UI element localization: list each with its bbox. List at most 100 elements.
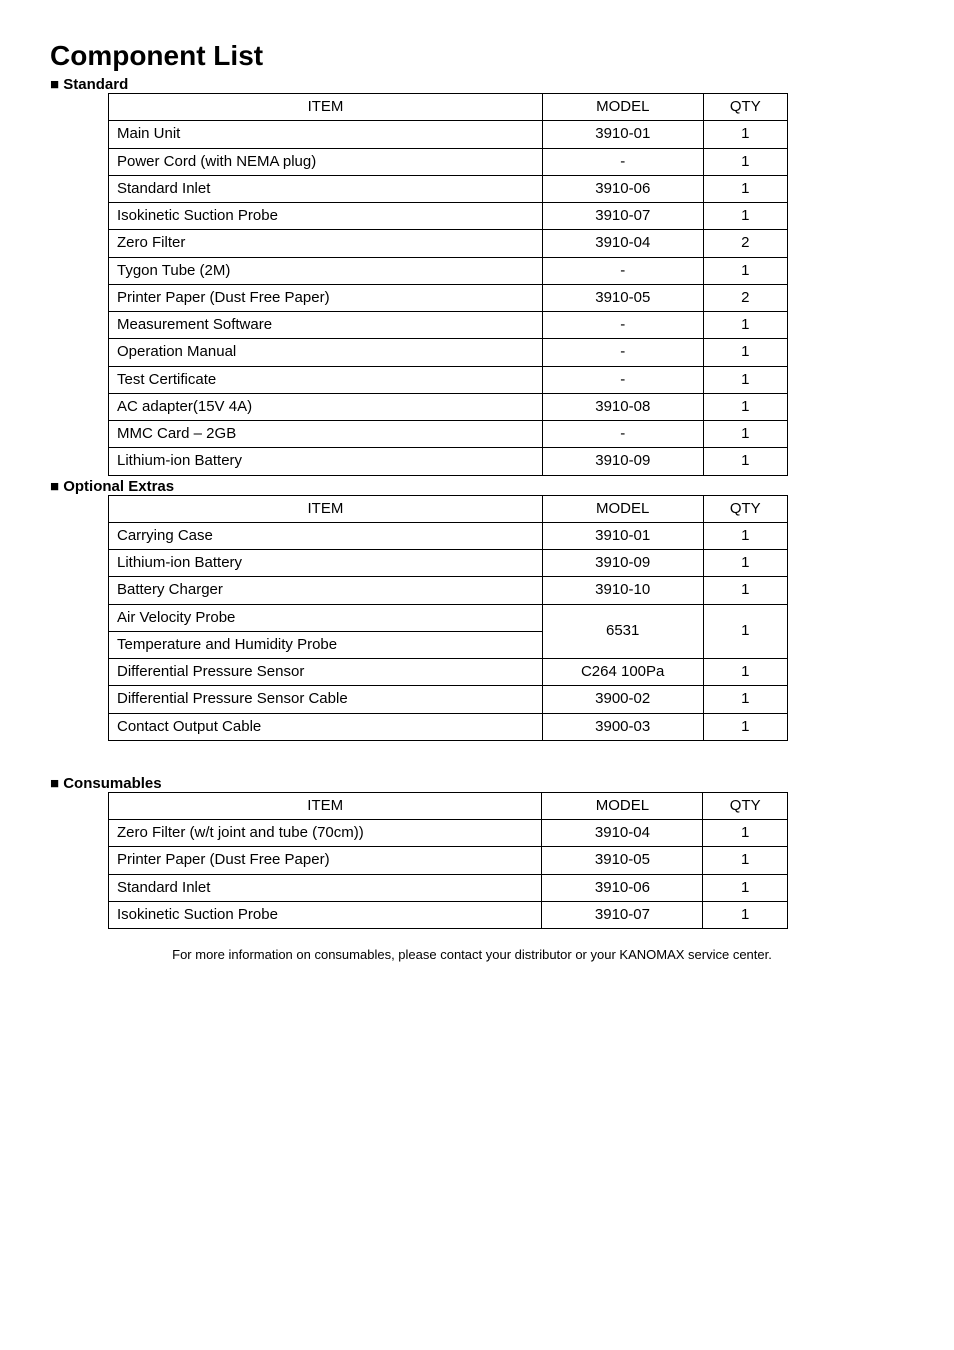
col-qty: QTY xyxy=(703,94,787,121)
table-header-row: ITEM MODEL QTY xyxy=(109,792,788,819)
col-qty: QTY xyxy=(703,495,787,522)
table-row: Lithium-ion Battery3910-091 xyxy=(109,550,788,577)
table-row: Operation Manual-1 xyxy=(109,339,788,366)
cell-model: - xyxy=(542,366,703,393)
table-row: Isokinetic Suction Probe3910-071 xyxy=(109,901,788,928)
cell-item: Measurement Software xyxy=(109,312,543,339)
cell-item: Carrying Case xyxy=(109,522,543,549)
table-row: Power Cord (with NEMA plug)-1 xyxy=(109,148,788,175)
table-row: Printer Paper (Dust Free Paper)3910-052 xyxy=(109,284,788,311)
cell-qty: 1 xyxy=(703,820,788,847)
cell-qty: 1 xyxy=(703,257,787,284)
cell-item: Temperature and Humidity Probe xyxy=(109,631,543,658)
table-row: Zero Filter (w/t joint and tube (70cm))3… xyxy=(109,820,788,847)
cell-model: 3910-08 xyxy=(542,393,703,420)
cell-item: Lithium-ion Battery xyxy=(109,448,543,475)
cell-item: Lithium-ion Battery xyxy=(109,550,543,577)
col-model: MODEL xyxy=(542,792,703,819)
table-row: Standard Inlet3910-061 xyxy=(109,874,788,901)
table-row: Zero Filter3910-042 xyxy=(109,230,788,257)
cell-item: Air Velocity Probe xyxy=(109,604,543,631)
cell-item: MMC Card – 2GB xyxy=(109,421,543,448)
cell-qty: 1 xyxy=(703,604,787,659)
cell-model: 3900-02 xyxy=(542,686,703,713)
cell-model: 3910-06 xyxy=(542,874,703,901)
table-row: Air Velocity Probe 6531 1 xyxy=(109,604,788,631)
cell-qty: 2 xyxy=(703,230,787,257)
cell-item: Isokinetic Suction Probe xyxy=(109,901,542,928)
table-row: Carrying Case3910-011 xyxy=(109,522,788,549)
table-row: Differential Pressure SensorC264 100Pa1 xyxy=(109,659,788,686)
cell-item: Differential Pressure Sensor xyxy=(109,659,543,686)
section-heading-consumables: ■ Consumables xyxy=(50,775,894,792)
cell-qty: 2 xyxy=(703,284,787,311)
table-row: Main Unit3910-011 xyxy=(109,121,788,148)
cell-qty: 1 xyxy=(703,148,787,175)
cell-model: 3910-04 xyxy=(542,820,703,847)
table-header-row: ITEM MODEL QTY xyxy=(109,94,788,121)
cell-qty: 1 xyxy=(703,847,788,874)
cell-item: Power Cord (with NEMA plug) xyxy=(109,148,543,175)
section-heading-optional: ■ Optional Extras xyxy=(50,478,894,495)
cell-item: Contact Output Cable xyxy=(109,713,543,740)
table-row: Contact Output Cable3900-031 xyxy=(109,713,788,740)
cell-item: Standard Inlet xyxy=(109,175,543,202)
cell-qty: 1 xyxy=(703,366,787,393)
table-row: Test Certificate-1 xyxy=(109,366,788,393)
cell-item: Main Unit xyxy=(109,121,543,148)
cell-model: 3900-03 xyxy=(542,713,703,740)
table-optional: ITEM MODEL QTY Carrying Case3910-011 Lit… xyxy=(108,495,788,741)
cell-qty: 1 xyxy=(703,421,787,448)
cell-model: 3910-09 xyxy=(542,448,703,475)
table-row: Standard Inlet3910-061 xyxy=(109,175,788,202)
cell-qty: 1 xyxy=(703,312,787,339)
cell-qty: 1 xyxy=(703,550,787,577)
page-title: Component List xyxy=(50,40,894,72)
table-row: Tygon Tube (2M)-1 xyxy=(109,257,788,284)
cell-item: Differential Pressure Sensor Cable xyxy=(109,686,543,713)
cell-qty: 1 xyxy=(703,203,787,230)
table-row: Isokinetic Suction Probe3910-071 xyxy=(109,203,788,230)
cell-model: 3910-09 xyxy=(542,550,703,577)
cell-model: 3910-07 xyxy=(542,203,703,230)
cell-qty: 1 xyxy=(703,121,787,148)
cell-qty: 1 xyxy=(703,448,787,475)
cell-model: 3910-05 xyxy=(542,847,703,874)
cell-item: Test Certificate xyxy=(109,366,543,393)
cell-qty: 1 xyxy=(703,339,787,366)
table-row: AC adapter(15V 4A)3910-081 xyxy=(109,393,788,420)
cell-item: Standard Inlet xyxy=(109,874,542,901)
table-header-row: ITEM MODEL QTY xyxy=(109,495,788,522)
cell-model: - xyxy=(542,312,703,339)
cell-model: 3910-06 xyxy=(542,175,703,202)
table-row: Battery Charger3910-101 xyxy=(109,577,788,604)
col-qty: QTY xyxy=(703,792,788,819)
cell-qty: 1 xyxy=(703,393,787,420)
col-item: ITEM xyxy=(109,792,542,819)
cell-qty: 1 xyxy=(703,686,787,713)
col-model: MODEL xyxy=(542,94,703,121)
table-row: MMC Card – 2GB-1 xyxy=(109,421,788,448)
col-item: ITEM xyxy=(109,495,543,522)
cell-model: 3910-05 xyxy=(542,284,703,311)
cell-model: 6531 xyxy=(542,604,703,659)
cell-model: - xyxy=(542,339,703,366)
cell-model: C264 100Pa xyxy=(542,659,703,686)
cell-item: AC adapter(15V 4A) xyxy=(109,393,543,420)
cell-model: 3910-01 xyxy=(542,522,703,549)
cell-item: Zero Filter (w/t joint and tube (70cm)) xyxy=(109,820,542,847)
cell-qty: 1 xyxy=(703,175,787,202)
cell-model: 3910-10 xyxy=(542,577,703,604)
table-row: Measurement Software-1 xyxy=(109,312,788,339)
cell-item: Tygon Tube (2M) xyxy=(109,257,543,284)
table-row: Lithium-ion Battery3910-091 xyxy=(109,448,788,475)
cell-qty: 1 xyxy=(703,659,787,686)
col-model: MODEL xyxy=(542,495,703,522)
cell-qty: 1 xyxy=(703,577,787,604)
cell-item: Battery Charger xyxy=(109,577,543,604)
cell-qty: 1 xyxy=(703,874,788,901)
cell-model: 3910-04 xyxy=(542,230,703,257)
table-row: Differential Pressure Sensor Cable3900-0… xyxy=(109,686,788,713)
cell-item: Printer Paper (Dust Free Paper) xyxy=(109,284,543,311)
cell-item: Printer Paper (Dust Free Paper) xyxy=(109,847,542,874)
